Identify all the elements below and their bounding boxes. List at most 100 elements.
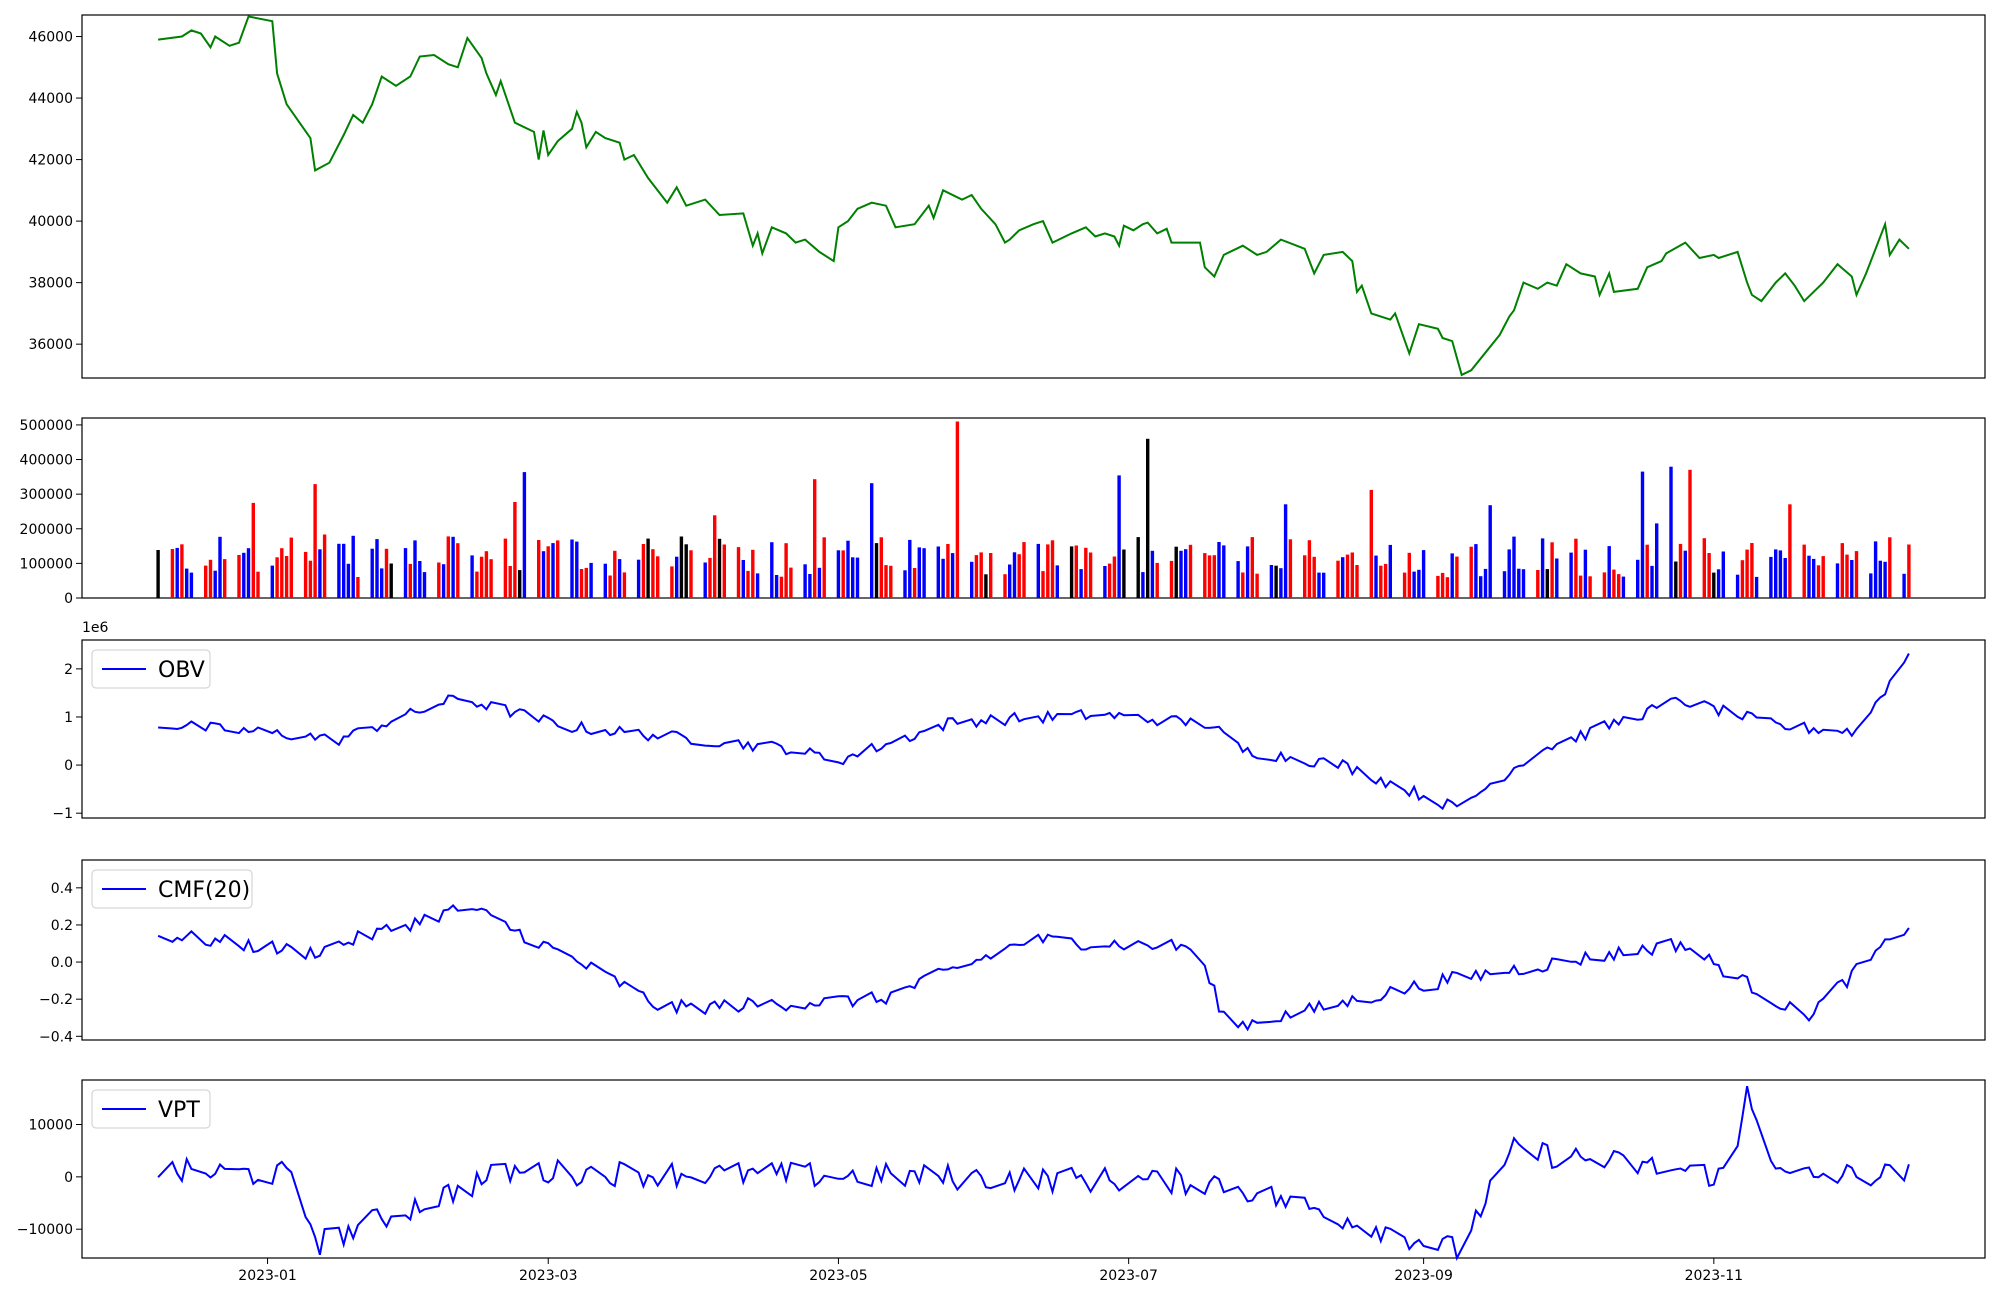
volume-bar: [1574, 538, 1578, 598]
y-tick-label-cmf: −0.2: [39, 992, 73, 1008]
volume-bar: [1750, 543, 1754, 598]
x-tick-label: 2023-05: [809, 1268, 868, 1284]
volume-bar: [1179, 550, 1183, 598]
volume-bar: [808, 574, 812, 598]
volume-bar: [1212, 555, 1216, 598]
legend-label-obv: OBV: [158, 658, 205, 683]
cmf-line: [157, 903, 1910, 1032]
obv-line: [158, 653, 1910, 811]
volume-bar: [955, 421, 960, 598]
volume-bar: [1550, 542, 1554, 598]
volume-bar: [855, 557, 860, 598]
legend-box-vpt: [91, 1089, 211, 1129]
volume-bar: [1545, 569, 1549, 598]
y-tick-label-volume: 100000: [20, 556, 73, 572]
volume-bar: [912, 568, 917, 598]
volume-bar: [1483, 568, 1488, 598]
volume-bar: [1702, 538, 1706, 598]
volume-bar: [889, 565, 893, 598]
volume-bar: [1674, 561, 1678, 598]
volume-bar: [1279, 568, 1283, 598]
volume-bar: [1236, 561, 1240, 598]
volume-bar: [1250, 537, 1254, 598]
volume-bar: [1655, 523, 1659, 598]
volume-bar: [1341, 557, 1345, 598]
volume-bar: [342, 543, 346, 598]
volume-bar: [779, 576, 784, 598]
x-tick-label: 2023-07: [1099, 1268, 1158, 1284]
volume-bar: [1578, 575, 1583, 598]
volume-bar: [970, 561, 974, 598]
axes-frame-obv: [81, 639, 1986, 819]
volume-bar: [984, 574, 988, 598]
volume-bar: [613, 550, 617, 598]
volume-bar: [817, 567, 822, 598]
volume-bar: [503, 538, 508, 598]
volume-bar: [789, 567, 793, 598]
volume-bar: [1036, 543, 1040, 598]
volume-bar: [589, 562, 593, 598]
volume-bar: [1812, 558, 1816, 598]
volume-bar: [1069, 546, 1074, 598]
volume-bar: [1788, 504, 1792, 598]
y-tick-label-volume: 0: [64, 591, 73, 607]
volume-bar: [908, 539, 912, 598]
legend-label-vpt: VPT: [158, 1098, 200, 1123]
volume-bar: [1155, 562, 1159, 598]
volume-bar: [1345, 554, 1350, 598]
volume-bar: [870, 483, 874, 598]
volume-bar: [1640, 471, 1645, 598]
volume-bar: [1122, 549, 1126, 598]
volume-bar: [1807, 555, 1811, 598]
volume-bar: [275, 557, 279, 598]
volume-bar: [1041, 571, 1045, 598]
volume-bar: [408, 563, 412, 598]
volume-bar: [1735, 574, 1740, 598]
y-offset-label-obv: 1e6: [82, 620, 109, 636]
volume-bar: [1869, 573, 1873, 598]
volume-bar: [1650, 565, 1654, 598]
volume-bar: [1474, 544, 1478, 598]
volume-bar: [950, 553, 955, 598]
volume-bar: [1888, 537, 1892, 598]
volume-bar: [1455, 556, 1459, 598]
volume-bar: [622, 572, 627, 598]
volume-bar: [346, 563, 351, 598]
volume-bar: [1902, 573, 1906, 598]
axes-frame-vpt: [81, 1079, 1986, 1259]
volume-bar: [1322, 572, 1326, 598]
volume-bar: [1084, 547, 1088, 598]
volume-bar: [1055, 565, 1059, 598]
price-line: [157, 15, 1910, 377]
volume-bar: [1488, 505, 1492, 598]
volume-bar: [1445, 577, 1450, 598]
volume-bar: [1174, 546, 1178, 598]
x-tick-label: 2023-09: [1394, 1268, 1453, 1284]
axes-frame-cmf: [81, 859, 1986, 1041]
y-tick-label-cmf: 0.0: [51, 955, 73, 971]
volume-bar: [1402, 572, 1407, 598]
volume-bar: [813, 479, 817, 598]
volume-bar: [1707, 553, 1711, 598]
volume-bar: [575, 541, 579, 598]
volume-bar: [223, 559, 227, 598]
volume-bar: [1840, 543, 1844, 598]
volume-bar: [1383, 563, 1388, 598]
volume-bar: [1022, 542, 1026, 598]
volume-bar: [675, 556, 679, 598]
y-tick-label-vpt: 0: [64, 1170, 73, 1186]
volume-bar: [784, 543, 788, 598]
volume-bar: [636, 559, 641, 598]
volume-bar: [884, 565, 888, 598]
volume-bar: [641, 544, 646, 598]
y-tick-label-price: 42000: [28, 153, 73, 169]
volume-bar: [284, 556, 289, 598]
volume-bar: [1845, 554, 1849, 598]
volume-bar: [917, 547, 921, 598]
volume-bar: [375, 539, 379, 598]
volume-bar: [1241, 572, 1245, 598]
volume-bar: [1274, 565, 1278, 598]
vpt-line: [157, 1085, 1910, 1261]
volume-bar: [156, 550, 160, 598]
volume-bar: [289, 537, 293, 598]
